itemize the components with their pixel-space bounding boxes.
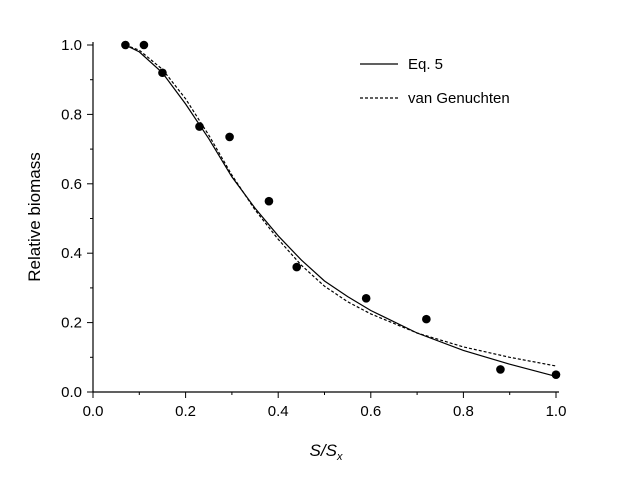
data-point [551,370,561,379]
y-tick-label: 0.6 [61,176,82,193]
y-tick-label: 0.2 [61,315,82,332]
x-axis-title-sub: x [336,451,343,463]
y-tick-label: 0.0 [61,384,82,401]
data-point [292,262,302,272]
y-tick-label: 1.0 [61,37,82,54]
data-point [225,132,234,142]
x-tick-label: 1.0 [546,403,567,420]
data-point [264,196,274,206]
data-point [195,122,204,131]
data-point [496,365,505,374]
legend-label-0: Eq. 5 [408,56,443,73]
data-point [361,294,371,303]
series-line-1 [125,44,557,367]
data-point [139,40,149,50]
x-tick-label: 0.4 [268,403,289,420]
x-tick-label: 0.8 [453,403,474,420]
legend-label-1: van Genuchten [408,90,510,107]
y-tick-label: 0.4 [61,245,82,262]
data-point [158,68,167,78]
y-axis-title: Relative biomass [25,152,44,281]
x-axis-title: S/Sx [310,441,343,463]
series-line-0 [125,44,557,377]
x-tick-label: 0.2 [175,403,196,420]
x-axis-title-main: S/S [310,441,338,460]
x-tick-label: 0.0 [83,403,104,420]
y-tick-label: 0.8 [61,106,82,123]
data-point [422,314,431,324]
data-point [121,40,130,50]
x-tick-label: 0.6 [360,403,381,420]
